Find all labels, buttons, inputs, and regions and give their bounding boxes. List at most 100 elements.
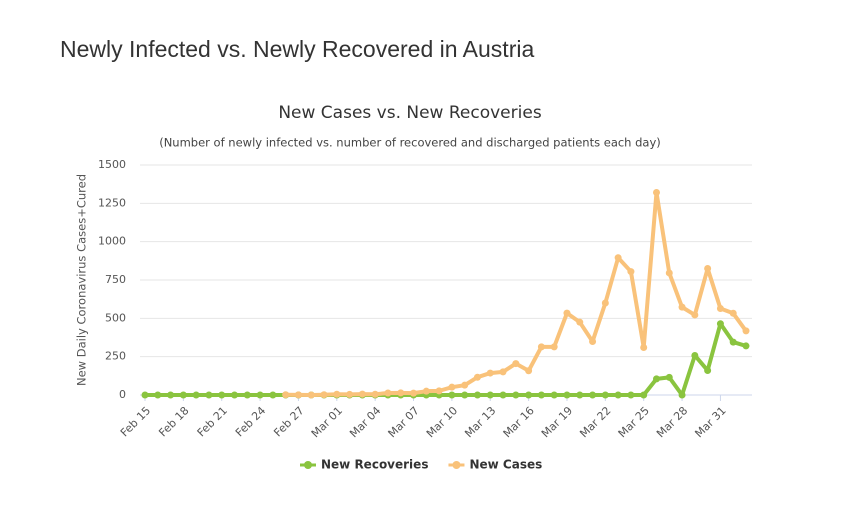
data-point — [716, 305, 724, 313]
data-point — [704, 366, 712, 374]
data-point — [691, 311, 699, 319]
data-point — [716, 320, 724, 328]
data-point — [665, 373, 673, 381]
data-point — [499, 391, 507, 399]
data-point — [179, 391, 187, 399]
data-point — [525, 391, 533, 399]
x-tick-label: Feb 15 — [118, 404, 153, 439]
data-point — [704, 265, 712, 272]
data-point — [422, 387, 430, 395]
y-tick-label: 750 — [105, 273, 126, 286]
data-point — [448, 383, 456, 391]
data-point — [282, 391, 290, 399]
data-point — [729, 309, 737, 317]
data-point — [537, 343, 545, 351]
x-tick-label: Mar 31 — [692, 404, 728, 440]
x-tick-label: Mar 07 — [386, 404, 422, 440]
data-point — [652, 188, 660, 196]
data-point — [461, 391, 469, 399]
legend-label: New Recoveries — [321, 458, 428, 472]
data-point — [205, 391, 213, 399]
data-point — [167, 391, 175, 399]
data-point — [678, 391, 686, 399]
y-tick-label: 500 — [105, 311, 126, 324]
data-point — [601, 299, 609, 307]
data-point — [512, 391, 520, 399]
data-point — [589, 391, 597, 399]
data-point — [486, 369, 494, 377]
data-point — [627, 268, 635, 276]
y-tick-label: 250 — [105, 350, 126, 363]
legend-symbol-dot — [452, 461, 461, 469]
data-point — [589, 337, 597, 345]
x-tick-label: Mar 10 — [424, 404, 460, 440]
data-point — [627, 391, 635, 399]
data-point — [154, 391, 162, 399]
data-point — [461, 381, 469, 389]
data-point — [448, 391, 456, 399]
data-point — [550, 343, 558, 351]
data-point — [371, 390, 379, 398]
x-tick-label: Mar 01 — [309, 404, 345, 440]
y-tick-label: 1000 — [98, 235, 126, 248]
data-point — [473, 391, 481, 399]
x-tick-label: Mar 13 — [462, 404, 498, 440]
x-tick-label: Feb 18 — [156, 404, 191, 439]
data-point — [141, 391, 149, 399]
x-tick-label: Mar 04 — [347, 404, 383, 440]
data-point — [640, 391, 648, 399]
data-point — [614, 391, 622, 399]
page-heading: Newly Infected vs. Newly Recovered in Au… — [60, 36, 535, 62]
data-point — [499, 368, 507, 376]
chart-subtitle: (Number of newly infected vs. number of … — [159, 136, 661, 150]
data-point — [563, 391, 571, 399]
data-point — [742, 342, 750, 350]
x-tick-label: Mar 25 — [616, 404, 652, 440]
y-axis-label: New Daily Coronavirus Cases+Cured — [75, 174, 89, 386]
data-point — [614, 254, 622, 262]
data-point — [333, 390, 341, 398]
x-tick-label: Feb 21 — [195, 404, 230, 439]
data-point — [294, 391, 302, 399]
data-point — [320, 391, 328, 399]
data-point — [473, 373, 481, 381]
data-point — [269, 391, 277, 399]
data-point — [435, 387, 443, 395]
data-point — [358, 390, 366, 398]
data-point — [691, 351, 699, 359]
legend-label: New Cases — [469, 458, 542, 472]
data-point — [640, 343, 648, 351]
y-tick-label: 1250 — [98, 196, 126, 209]
x-tick-label: Mar 19 — [539, 404, 575, 440]
data-point — [576, 318, 584, 326]
data-point — [537, 391, 545, 399]
data-point — [397, 389, 405, 397]
data-point — [486, 391, 494, 399]
data-point — [243, 391, 251, 399]
data-point — [192, 391, 200, 399]
x-tick-label: Mar 28 — [654, 404, 690, 440]
data-point — [563, 309, 571, 317]
data-point — [231, 391, 239, 399]
data-point — [678, 303, 686, 311]
data-point — [742, 327, 750, 335]
data-point — [256, 391, 264, 399]
data-point — [665, 269, 673, 277]
y-tick-label: 1500 — [98, 158, 126, 171]
data-point — [550, 391, 558, 399]
data-point — [652, 375, 660, 383]
data-point — [384, 389, 392, 397]
data-point — [576, 391, 584, 399]
legend-symbol-dot — [304, 461, 312, 469]
x-tick-label: Feb 27 — [271, 404, 306, 439]
series-line — [145, 321, 747, 397]
data-point — [512, 360, 520, 368]
chart-title: New Cases vs. New Recoveries — [278, 103, 542, 123]
data-point — [346, 390, 354, 398]
y-tick-label: 0 — [119, 388, 126, 401]
x-tick-label: Mar 16 — [501, 404, 537, 440]
data-point — [307, 391, 315, 399]
x-tick-label: Feb 24 — [233, 404, 268, 439]
data-point — [729, 338, 737, 346]
